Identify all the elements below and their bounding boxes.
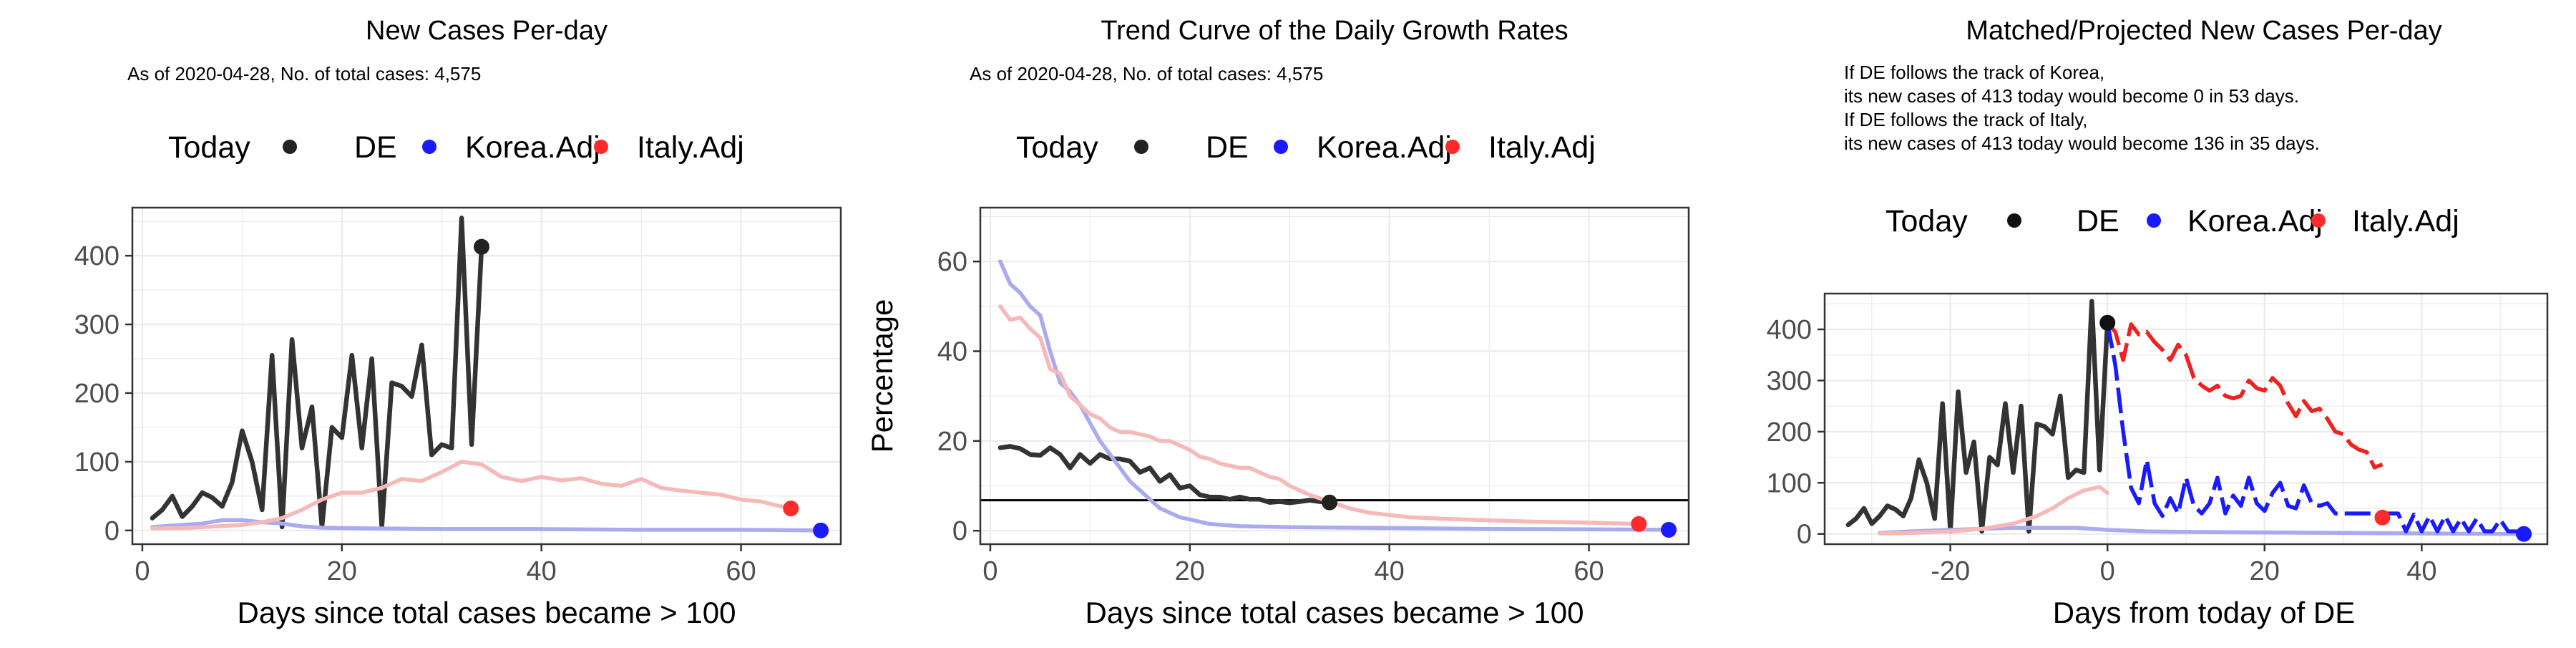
series-line-italy-adj [150,460,794,531]
legend-key-italy-adj [1445,140,1460,154]
chart-panel-2: Trend Curve of the Daily Growth Rates As … [865,16,1690,629]
legend: Today DE Korea.Adj Italy.Adj [168,130,744,165]
legend-title: Today [1885,204,1968,238]
y-tick-label: 40 [937,337,967,367]
legend-label: Italy.Adj [1488,130,1596,165]
legend-key-de [2007,213,2021,228]
y-axis-label: Percentage [865,299,899,453]
plot-border [979,206,1690,546]
x-tick-label: 40 [2406,556,2436,586]
chart-subtitle: If DE follows the track of Italy, [1844,109,2088,130]
today-point-italy-adj [2374,509,2391,526]
series-line-korea-adj [150,518,823,533]
legend: Today DE Korea.Adj Italy.Adj [1885,204,2459,238]
x-axis-label: Days since total cases became > 100 [238,596,736,629]
x-tick-label: 60 [726,556,756,586]
legend-key-italy-adj [594,140,608,154]
chart-panel-3: Matched/Projected New Cases Per-day If DE… [1767,16,2549,629]
chart-subtitle: As of 2020-04-28, No. of total cases: 4,… [970,63,1323,84]
x-tick-label: 20 [1175,556,1205,586]
today-point-de [474,238,490,255]
y-tick-label: 200 [74,379,119,409]
y-tick-label: 0 [104,516,119,546]
legend-title: Today [1016,130,1098,165]
chart-subtitle: its new cases of 413 today would become … [1844,132,2320,154]
chart-title: Matched/Projected New Cases Per-day [1966,16,2441,46]
plot-background [132,208,841,544]
x-tick-label: 20 [327,556,357,586]
x-tick-label: -20 [1931,556,1970,586]
legend-label: Italy.Adj [637,130,744,165]
x-tick-label: 0 [135,556,150,586]
plot-background [980,208,1689,544]
y-tick-label: 100 [74,448,119,478]
series-line-de [150,216,484,530]
legend-label: DE [1206,130,1249,165]
x-tick-label: 0 [982,556,997,586]
series-line-korea-adj-projected [2105,322,2524,536]
legend-label: Korea.Adj [2187,204,2323,238]
legend-key-korea-adj [422,140,436,154]
chart-title: Trend Curve of the Daily Growth Rates [1101,16,1568,46]
chart-subtitle: If DE follows the track of Korea, [1844,62,2104,83]
series-line-italy-adj [1878,485,2109,536]
series-line-de [1845,299,2110,534]
y-tick-label: 300 [1767,366,1812,396]
chart-subtitle: its new cases of 413 today would become … [1844,85,2299,107]
series-line-italy-adj-projected [2106,321,2384,470]
today-point-de [2099,314,2116,331]
legend-label: Korea.Adj [465,130,600,165]
y-tick-label: 0 [952,516,967,546]
y-tick-label: 200 [1767,417,1812,448]
legend-key-de [283,140,297,154]
plot-border [131,206,842,546]
today-point-de [1322,494,1338,511]
legend-title: Today [168,130,250,165]
legend-key-korea-adj [2147,213,2161,228]
y-tick-label: 300 [74,310,119,340]
series-line-korea-adj [998,259,1671,532]
series-line-de [997,444,1332,506]
legend-key-korea-adj [1274,140,1288,154]
legend-label: Korea.Adj [1317,130,1452,165]
x-tick-label: 60 [1574,556,1604,586]
plot-border [1823,292,2549,546]
today-point-italy-adj [1631,516,1647,532]
y-tick-label: 60 [937,247,967,277]
y-tick-label: 400 [74,241,119,271]
today-point-korea-adj [2516,526,2532,542]
y-tick-label: 0 [1797,520,1812,550]
today-point-korea-adj [1661,521,1677,538]
legend-label: DE [2077,204,2119,238]
today-point-korea-adj [813,522,829,538]
x-tick-label: 0 [2100,556,2115,586]
chart-panel-1: New Cases Per-day As of 2020-04-28, No. o… [74,16,842,629]
y-tick-label: 100 [1767,468,1812,498]
x-axis-label: Days since total cases became > 100 [1085,596,1584,629]
today-point-italy-adj [783,500,799,517]
legend-key-de [1134,140,1148,154]
legend: Today DE Korea.Adj Italy.Adj [1016,130,1596,165]
legend-label: DE [354,130,397,165]
legend-key-italy-adj [2311,213,2326,228]
x-axis-label: Days from today of DE [2053,596,2355,629]
x-tick-label: 40 [1375,556,1405,586]
x-tick-label: 40 [527,556,557,586]
legend-label: Italy.Adj [2352,204,2459,238]
y-tick-label: 20 [937,427,967,457]
x-tick-label: 20 [2250,556,2280,586]
y-tick-label: 400 [1767,315,1812,345]
chart-title: New Cases Per-day [366,16,608,46]
chart-subtitle: As of 2020-04-28, No. of total cases: 4,… [127,63,481,84]
series-line-italy-adj [998,304,1641,526]
